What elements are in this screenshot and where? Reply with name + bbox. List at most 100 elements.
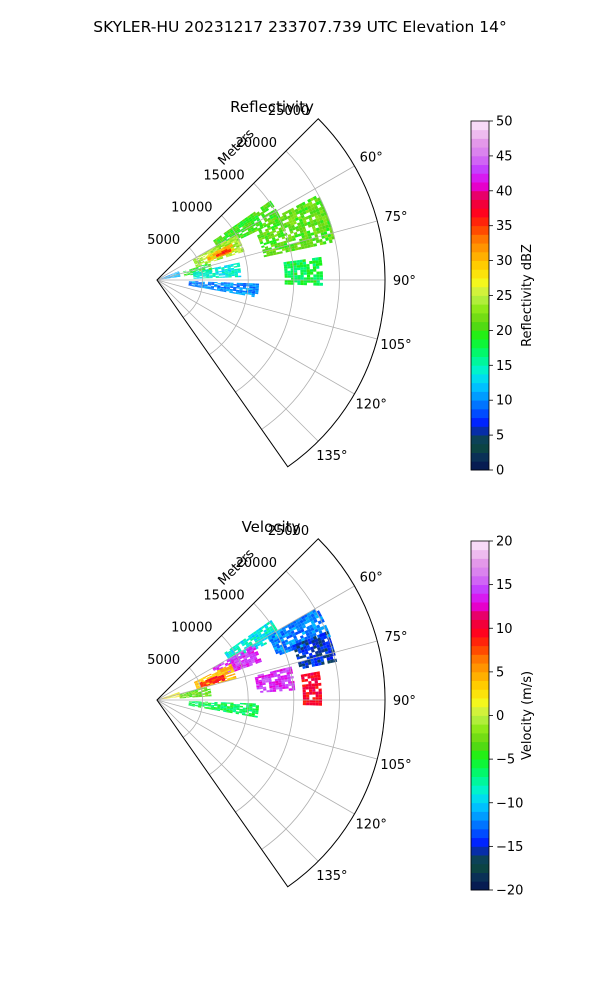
echo-gate [218, 273, 222, 275]
echo-gate [267, 634, 272, 639]
echo-gate [220, 670, 225, 673]
echo-gate [220, 707, 224, 710]
echo-gate [300, 282, 304, 286]
azimuth-tick-label: 120° [356, 398, 387, 413]
echo-gate [273, 252, 277, 256]
colorbar-swatch [471, 724, 489, 734]
echo-gate [287, 223, 291, 227]
echo-gate [167, 695, 171, 697]
echo-gate [257, 213, 261, 217]
velocity-echo-region-4 [193, 663, 237, 690]
echo-gate [235, 663, 240, 667]
echo-gate [262, 231, 267, 235]
colorbar-swatch [471, 759, 489, 769]
echo-gate [252, 710, 256, 713]
echo-gate [199, 681, 203, 684]
echo-gate [238, 655, 243, 658]
echo-gate [201, 261, 205, 263]
echo-gate [288, 640, 293, 644]
echo-gate [226, 240, 230, 243]
echo-gate [307, 277, 311, 280]
echo-gate [223, 703, 228, 705]
echo-gate [236, 262, 240, 265]
echo-gate [234, 268, 238, 271]
echo-gate [224, 671, 229, 674]
echo-gate [295, 640, 300, 644]
echo-gate [265, 208, 270, 212]
echo-gate [316, 211, 321, 216]
echo-gate [161, 277, 165, 279]
echo-gate [188, 704, 192, 706]
echo-gate [224, 670, 228, 673]
echo-gate [214, 286, 218, 288]
echo-gate [242, 290, 246, 293]
echo-gate [243, 228, 248, 232]
echo-gate [258, 222, 263, 226]
echo-gate [207, 258, 212, 261]
echo-gate [221, 270, 225, 273]
range-ring [235, 602, 295, 813]
echo-gate [207, 704, 212, 706]
echo-gate [272, 685, 276, 688]
echo-gate [226, 707, 230, 709]
echo-gate [234, 643, 239, 647]
echo-gate [228, 671, 232, 674]
echo-gate [272, 644, 277, 649]
velocity-echo-region-6 [254, 666, 296, 693]
range-ring [182, 667, 203, 738]
echo-gate [199, 274, 203, 276]
echo-gate [188, 702, 192, 704]
echo-gate [229, 243, 233, 247]
echo-gate [256, 687, 260, 690]
echo-gate [220, 703, 224, 705]
echo-gate [212, 247, 216, 251]
echo-gate [318, 259, 323, 263]
echo-gate [222, 235, 226, 239]
echo-gate [188, 285, 192, 287]
echo-gate [269, 638, 274, 642]
echo-gate [234, 250, 239, 254]
echo-gate [308, 681, 312, 685]
echo-gate [207, 288, 211, 290]
echo-gate [301, 663, 306, 667]
echo-gate [249, 225, 254, 229]
echo-gate [217, 676, 222, 679]
echo-gate [312, 228, 317, 233]
echo-gate [302, 219, 307, 224]
echo-gate [233, 239, 237, 243]
echo-gate [228, 651, 232, 655]
echo-gate [313, 274, 317, 278]
echo-gate [211, 283, 215, 285]
echo-gate [233, 666, 237, 669]
echo-gate [279, 229, 283, 233]
echo-gate [170, 273, 174, 275]
echo-gate [314, 662, 319, 667]
echo-gate [259, 641, 264, 645]
echo-gate [195, 265, 200, 268]
echo-gate [208, 281, 212, 283]
echo-gate [316, 280, 320, 283]
echo-gate [188, 691, 192, 693]
echo-gate [212, 273, 216, 276]
echo-gate [235, 291, 240, 293]
echo-gate [223, 708, 227, 710]
echo-gate [251, 715, 255, 718]
echo-gate [233, 704, 237, 706]
echo-gate [208, 678, 212, 681]
echo-gate [318, 691, 322, 695]
echo-gate [193, 259, 197, 262]
echo-gate [218, 252, 223, 255]
echo-gate [228, 662, 232, 665]
colorbar-swatch [471, 208, 489, 218]
echo-gate [301, 208, 306, 213]
echo-gate [303, 231, 308, 235]
echo-gate [291, 235, 296, 239]
echo-gate [279, 671, 284, 674]
echo-gate [211, 678, 216, 681]
echo-gate [278, 634, 283, 638]
echo-gate [161, 277, 165, 279]
echo-gate [241, 661, 246, 664]
colorbar-swatch [471, 828, 489, 839]
echo-gate [188, 283, 192, 285]
echo-gate [227, 265, 231, 268]
